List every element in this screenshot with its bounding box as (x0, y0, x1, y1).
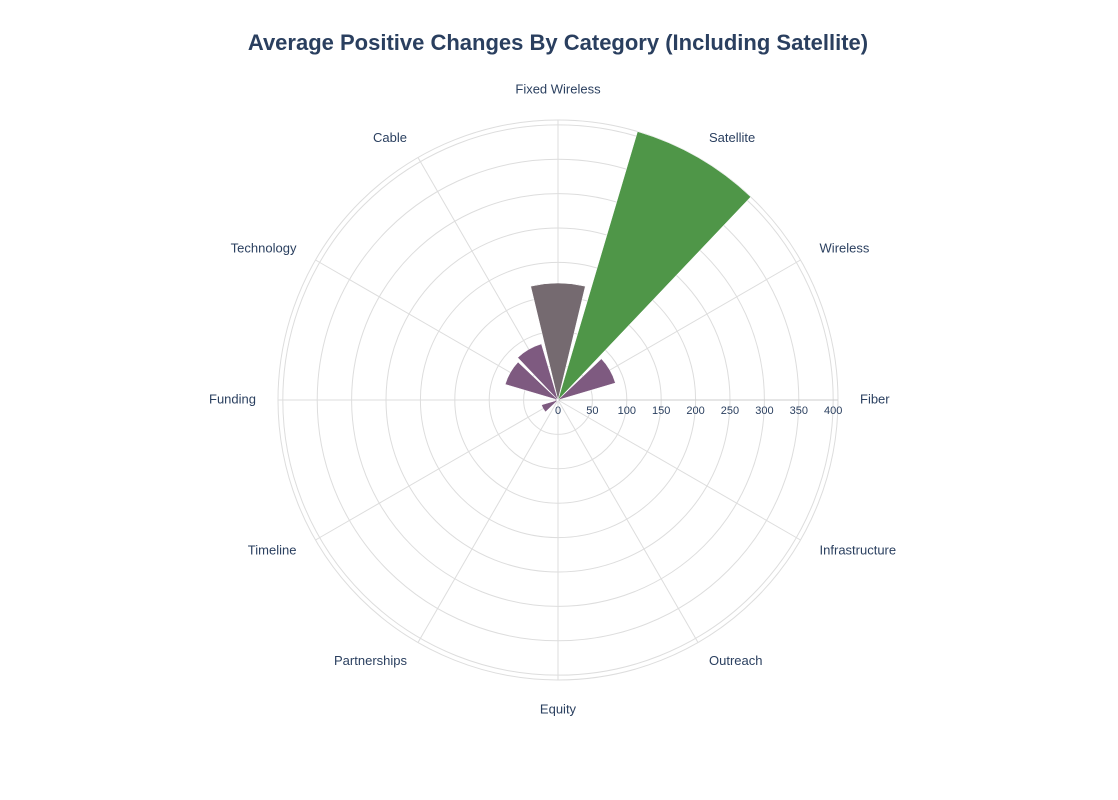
angular-tick-label: Cable (373, 130, 407, 145)
radial-tick-label: 50 (586, 405, 598, 417)
angular-tick-label: Satellite (709, 130, 755, 145)
angular-tick-label: Timeline (248, 542, 297, 557)
radial-tick-label: 250 (721, 405, 739, 417)
angular-tick-label: Wireless (820, 240, 870, 255)
bar (517, 343, 559, 401)
angular-grid-line (417, 399, 559, 643)
radial-tick-label: 200 (686, 405, 704, 417)
angular-tick-label: Technology (231, 240, 297, 255)
radial-tick-label: 0 (555, 405, 561, 417)
bar (557, 358, 616, 401)
bar (557, 131, 752, 401)
angular-tick-label: Partnerships (334, 653, 407, 668)
angular-tick-label: Fiber (860, 391, 890, 406)
radial-tick-label: 100 (618, 405, 636, 417)
radial-tick-label: 150 (652, 405, 670, 417)
angular-tick-label: Funding (209, 391, 256, 406)
bar (504, 361, 559, 401)
radial-tick-label: 400 (824, 405, 842, 417)
angular-grid-line (557, 399, 699, 643)
radial-tick-label: 300 (755, 405, 773, 417)
radial-tick-label: 350 (790, 405, 808, 417)
bar (541, 399, 559, 413)
angular-grid-line (557, 399, 801, 541)
angular-tick-label: Fixed Wireless (515, 81, 601, 96)
angular-tick-label: Equity (540, 701, 577, 716)
chart-title: Average Positive Changes By Category (In… (248, 30, 868, 55)
angular-grid-line (315, 399, 559, 541)
angular-tick-label: Outreach (709, 653, 762, 668)
angular-tick-label: Infrastructure (820, 542, 897, 557)
bar (530, 282, 586, 401)
